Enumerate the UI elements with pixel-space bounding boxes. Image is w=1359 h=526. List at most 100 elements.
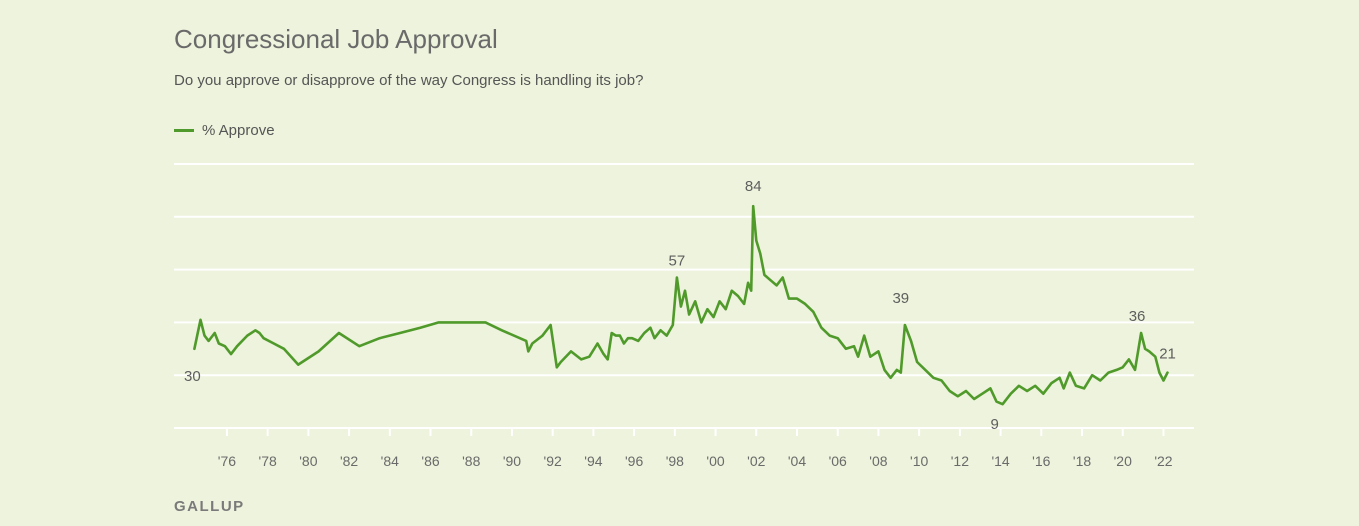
data-point [750, 289, 752, 292]
data-point [580, 358, 582, 361]
chart-title: Congressional Job Approval [174, 24, 498, 54]
data-point [1042, 392, 1045, 395]
data-label: 36 [1129, 308, 1146, 325]
data-point [804, 303, 806, 305]
x-tick-label: '10 [910, 453, 928, 469]
x-tick-label: '84 [381, 453, 399, 469]
data-point [525, 340, 527, 342]
data-point [224, 345, 226, 348]
x-tick-label: '06 [829, 453, 847, 469]
data-point [788, 297, 790, 300]
series-layer [193, 204, 1169, 406]
data-point [1058, 377, 1061, 379]
data-point [1050, 382, 1053, 384]
data-point [623, 342, 625, 345]
x-tick-label: '98 [666, 453, 684, 469]
data-point [948, 390, 951, 392]
x-tick-label: '86 [421, 453, 439, 469]
data-point [877, 350, 880, 353]
data-point [501, 329, 503, 332]
data-point [1144, 348, 1146, 350]
data-point [258, 332, 261, 334]
data-point [684, 289, 686, 292]
data-point [610, 332, 613, 334]
data-point [230, 353, 232, 355]
data-point [643, 332, 646, 334]
x-tick-label: '88 [462, 453, 480, 469]
data-point [653, 337, 656, 340]
data-point [1099, 379, 1102, 382]
data-point [957, 395, 959, 398]
data-point [1128, 358, 1130, 361]
data-point [812, 311, 815, 313]
data-point [631, 337, 633, 340]
data-point [378, 337, 381, 340]
data-point [940, 379, 943, 382]
data-point [688, 313, 690, 316]
x-tick-label: '02 [747, 453, 765, 469]
data-point [659, 329, 662, 332]
data-point [796, 297, 798, 300]
x-tick-label: '90 [503, 453, 521, 469]
data-label: 84 [745, 178, 762, 195]
data-point [596, 342, 599, 345]
data-label: 57 [669, 253, 686, 270]
data-point [981, 392, 984, 395]
data-point [615, 334, 617, 337]
data-point [1001, 403, 1004, 406]
x-tick-label: '12 [951, 453, 969, 469]
data-point [769, 279, 772, 282]
x-tick-label: '78 [259, 453, 277, 469]
data-point [1018, 385, 1020, 387]
legend-label: % Approve [202, 122, 275, 139]
data-point [1115, 369, 1118, 371]
data-point [1010, 392, 1012, 395]
data-point [916, 361, 918, 363]
data-point [759, 253, 762, 255]
legend: % Approve [174, 122, 275, 139]
data-point [649, 326, 652, 329]
data-point [672, 324, 674, 326]
data-point [845, 348, 847, 350]
data-point [1083, 387, 1085, 390]
annotation-layer: 30 57 84 39 9 36 21 [184, 178, 1176, 433]
data-point [1069, 371, 1071, 374]
data-point [1026, 390, 1028, 392]
data-point [419, 326, 422, 329]
data-point [246, 334, 249, 337]
data-point [437, 321, 440, 324]
data-point [747, 282, 749, 284]
data-point [1162, 379, 1165, 382]
data-point [755, 239, 758, 242]
x-tick-label: '14 [991, 453, 1009, 469]
x-tick-label: '92 [544, 453, 562, 469]
data-point [724, 308, 727, 311]
data-point [254, 329, 257, 332]
data-point [297, 363, 300, 366]
x-axis: '76 '78 '80 '82 '84 '86 '88 '90 '92 '94 '96 '98 '00 '… [218, 428, 1173, 469]
data-point [1062, 387, 1065, 390]
x-tick-label: '04 [788, 453, 806, 469]
data-point [904, 324, 906, 326]
data-point [218, 342, 220, 345]
data-point [1140, 332, 1142, 334]
data-point [775, 284, 778, 287]
x-tick-label: '00 [706, 453, 724, 469]
data-point [1148, 350, 1150, 353]
data-point [932, 377, 935, 379]
data-point [556, 366, 558, 369]
data-point [637, 340, 639, 342]
data-point [694, 300, 696, 303]
data-point [731, 289, 733, 292]
data-point [588, 355, 591, 358]
data-point [1154, 355, 1157, 358]
data-point [706, 308, 709, 311]
data-point [680, 305, 682, 308]
data-point [896, 369, 898, 371]
data-point [199, 319, 202, 321]
data-point [676, 276, 678, 279]
x-tick-label: '94 [584, 453, 602, 469]
data-point [718, 300, 721, 303]
x-tick-label: '16 [1032, 453, 1050, 469]
data-point [193, 348, 196, 350]
